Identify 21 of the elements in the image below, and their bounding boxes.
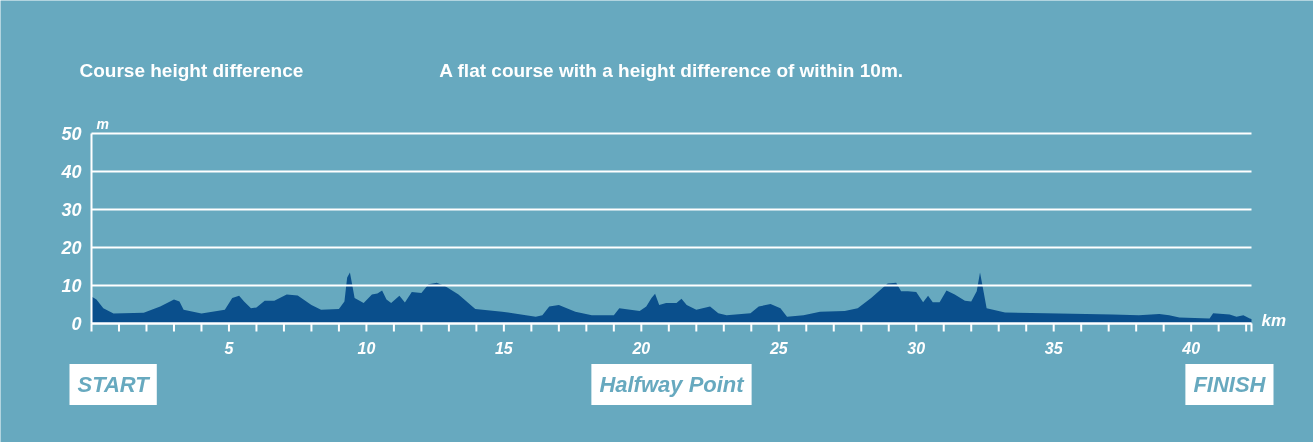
x-tick-label: 30 (907, 339, 926, 357)
x-tick-label: 35 (1044, 339, 1064, 357)
chart-title: Course height difference (79, 60, 304, 81)
x-tick-label: 40 (1181, 339, 1201, 357)
annotation: Halfway Point (599, 372, 746, 397)
y-tick-label: 50 (61, 124, 82, 144)
y-tick-label: 30 (61, 200, 82, 220)
annotation: START (77, 372, 151, 397)
x-tick-label: 20 (631, 339, 651, 357)
y-axis-title: m (96, 115, 109, 132)
x-tick-label: 15 (494, 339, 514, 357)
y-tick-label: 40 (60, 162, 82, 182)
annotation: FINISH (1193, 372, 1267, 397)
x-tick-label: 5 (224, 339, 235, 357)
y-tick-label: 20 (60, 238, 82, 258)
chart-subtitle: A flat course with a height difference of within 10m. (439, 60, 904, 81)
y-tick-label: 0 (71, 314, 82, 334)
y-tick-label: 10 (61, 276, 82, 296)
x-tick-label: 25 (768, 339, 789, 357)
x-tick-label: 10 (357, 339, 376, 357)
x-axis-title: km (1261, 310, 1287, 330)
